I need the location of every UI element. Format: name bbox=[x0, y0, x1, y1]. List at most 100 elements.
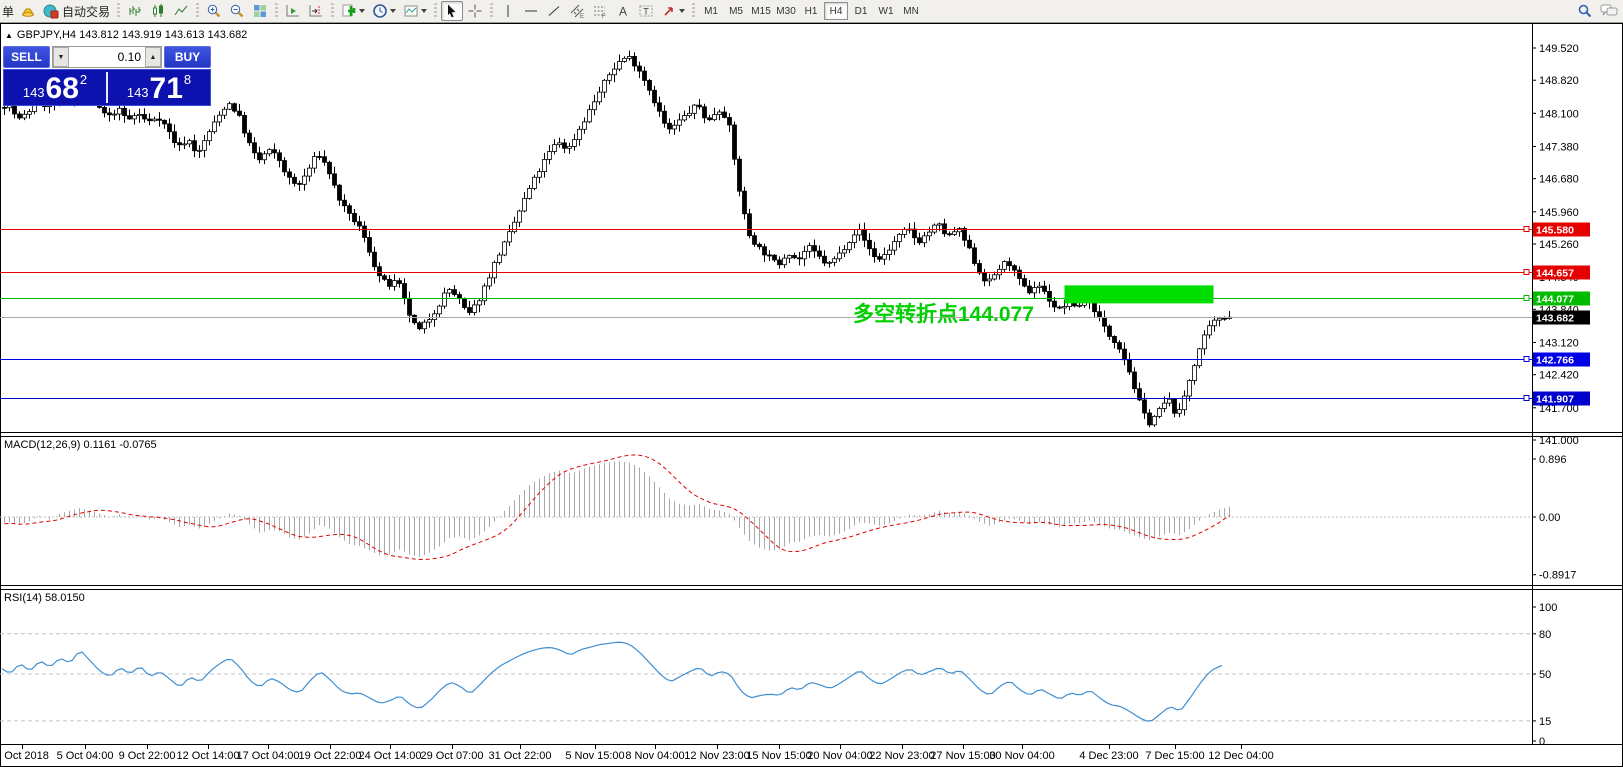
svg-text:F: F bbox=[602, 14, 606, 19]
time-label: 12 Oct 14:00 bbox=[177, 750, 240, 762]
accounts-gold-icon[interactable] bbox=[17, 1, 39, 21]
timeframe-h4[interactable]: H4 bbox=[824, 2, 849, 20]
highlight-rectangle[interactable] bbox=[1064, 285, 1214, 304]
time-label: 8 Nov 04:00 bbox=[625, 750, 684, 762]
periods-caret[interactable] bbox=[390, 9, 397, 13]
timeframe-m30[interactable]: M30 bbox=[776, 5, 796, 17]
time-label: 12 Dec 04:00 bbox=[1208, 750, 1273, 762]
vertical-line-tool[interactable] bbox=[497, 1, 519, 21]
macd-label: MACD(12,26,9) 0.1161 -0.0765 bbox=[4, 439, 157, 451]
time-label: 27 Nov 15:00 bbox=[930, 750, 995, 762]
collapse-panel-icon[interactable]: ▲ bbox=[5, 31, 13, 40]
price-tag-145.580 bbox=[1533, 222, 1590, 237]
price-divider bbox=[106, 72, 108, 103]
svg-text:50: 50 bbox=[1539, 669, 1551, 681]
arrows-caret[interactable] bbox=[679, 9, 686, 13]
periods-button[interactable] bbox=[369, 1, 399, 21]
svg-text:142.766: 142.766 bbox=[1536, 355, 1574, 367]
candlestick-chart-icon[interactable] bbox=[147, 1, 169, 21]
symbol-ohlc-text: GBPJPY,H4 143.812 143.919 143.613 143.68… bbox=[16, 29, 248, 41]
macd-histogram bbox=[4, 461, 1230, 557]
autotrade-button[interactable]: 自动交易 bbox=[40, 1, 113, 21]
time-label: 20 Nov 04:00 bbox=[807, 750, 872, 762]
svg-text:143.682: 143.682 bbox=[1536, 313, 1574, 325]
auto-scroll-icon[interactable] bbox=[282, 1, 304, 21]
one-click-trading-panel: SELL ▼ 0.10 ▲ BUY 143 68 2 143 71 8 bbox=[3, 46, 211, 106]
tile-windows-icon[interactable] bbox=[249, 1, 271, 21]
svg-text:A: A bbox=[619, 5, 627, 19]
svg-text:E: E bbox=[580, 14, 584, 19]
price-tag-144.657 bbox=[1533, 265, 1590, 280]
toolbar-grip bbox=[116, 3, 122, 19]
text-label-tool[interactable]: T bbox=[635, 1, 657, 21]
volume-down-button[interactable]: ▼ bbox=[53, 47, 69, 67]
time-label: 24 Oct 14:00 bbox=[359, 750, 422, 762]
timeframe-mn[interactable]: MN bbox=[903, 5, 919, 17]
bar-chart-icon[interactable] bbox=[124, 1, 146, 21]
svg-text:141.000: 141.000 bbox=[1539, 435, 1579, 447]
svg-text:145.580: 145.580 bbox=[1536, 225, 1574, 237]
search-icon[interactable] bbox=[1574, 1, 1596, 21]
timeframe-w1[interactable]: W1 bbox=[878, 5, 894, 17]
svg-text:80: 80 bbox=[1539, 629, 1551, 641]
line-chart-icon[interactable] bbox=[170, 1, 192, 21]
time-label: 5 Nov 15:00 bbox=[565, 750, 624, 762]
cursor-tool[interactable] bbox=[441, 1, 464, 21]
text-tool[interactable]: A bbox=[612, 1, 634, 21]
indicators-caret[interactable] bbox=[359, 9, 366, 13]
time-label: 5 Oct 04:00 bbox=[57, 750, 114, 762]
new-order-button[interactable]: 单 bbox=[2, 4, 15, 19]
rsi-label: RSI(14) 58.0150 bbox=[4, 592, 85, 604]
svg-text:147.380: 147.380 bbox=[1539, 141, 1579, 153]
svg-text:15: 15 bbox=[1539, 716, 1551, 728]
toolbar: 单 自动交易 bbox=[0, 0, 1623, 23]
sell-button[interactable]: SELL bbox=[3, 46, 50, 68]
time-label: 9 Oct 22:00 bbox=[119, 750, 176, 762]
time-label: 15 Nov 15:00 bbox=[746, 750, 811, 762]
crosshair-tool[interactable] bbox=[464, 1, 486, 21]
time-label: 31 Oct 22:00 bbox=[489, 750, 552, 762]
indicators-button[interactable] bbox=[338, 1, 368, 21]
price-tag-142.766 bbox=[1533, 352, 1590, 367]
svg-text:148.100: 148.100 bbox=[1539, 108, 1579, 120]
horizontal-line-tool[interactable] bbox=[520, 1, 542, 21]
candles bbox=[2, 50, 1232, 428]
arrows-tool[interactable] bbox=[658, 1, 688, 21]
zoom-out-icon[interactable] bbox=[226, 1, 248, 21]
time-label: 30 Nov 04:00 bbox=[989, 750, 1054, 762]
chat-icon[interactable] bbox=[1597, 1, 1621, 21]
timeframe-h1[interactable]: H1 bbox=[804, 5, 818, 17]
svg-text:0: 0 bbox=[1539, 736, 1545, 748]
timeframe-d1[interactable]: D1 bbox=[854, 5, 868, 17]
volume-input[interactable]: 0.10 bbox=[69, 47, 145, 67]
svg-text:142.420: 142.420 bbox=[1539, 370, 1579, 382]
buy-price[interactable]: 143 71 8 bbox=[126, 72, 192, 105]
svg-text:141.907: 141.907 bbox=[1536, 394, 1574, 406]
svg-text:-0.8917: -0.8917 bbox=[1539, 570, 1576, 582]
toolbar-grip bbox=[489, 3, 495, 19]
trendline-tool[interactable] bbox=[543, 1, 565, 21]
price-tag-143.682 bbox=[1533, 310, 1590, 325]
chart-shift-icon[interactable] bbox=[305, 1, 327, 21]
time-label: 17 Oct 04:00 bbox=[237, 750, 300, 762]
sell-price[interactable]: 143 68 2 bbox=[22, 72, 88, 105]
templates-button[interactable] bbox=[400, 1, 430, 21]
svg-text:0.896: 0.896 bbox=[1539, 454, 1567, 466]
annotation-text[interactable]: 多空转折点144.077 bbox=[853, 303, 1034, 326]
timeframe-m1[interactable]: M1 bbox=[704, 5, 718, 17]
fibonacci-tool[interactable]: F bbox=[589, 1, 611, 21]
timeframe-m5[interactable]: M5 bbox=[729, 5, 743, 17]
buy-button[interactable]: BUY bbox=[164, 46, 211, 68]
time-label: 19 Oct 22:00 bbox=[299, 750, 362, 762]
time-label: 7 Dec 15:00 bbox=[1145, 750, 1204, 762]
zoom-in-icon[interactable] bbox=[203, 1, 225, 21]
volume-box: ▼ 0.10 ▲ bbox=[52, 46, 162, 68]
volume-up-button[interactable]: ▲ bbox=[145, 47, 161, 67]
toolbar-grip bbox=[433, 3, 439, 19]
equidistant-channel-tool[interactable]: E bbox=[566, 1, 588, 21]
bid-ask-prices: 143 68 2 143 71 8 bbox=[3, 69, 211, 106]
time-label: 2 Oct 2018 bbox=[0, 750, 49, 762]
timeframe-m15[interactable]: M15 bbox=[751, 5, 771, 17]
templates-caret[interactable] bbox=[421, 9, 428, 13]
